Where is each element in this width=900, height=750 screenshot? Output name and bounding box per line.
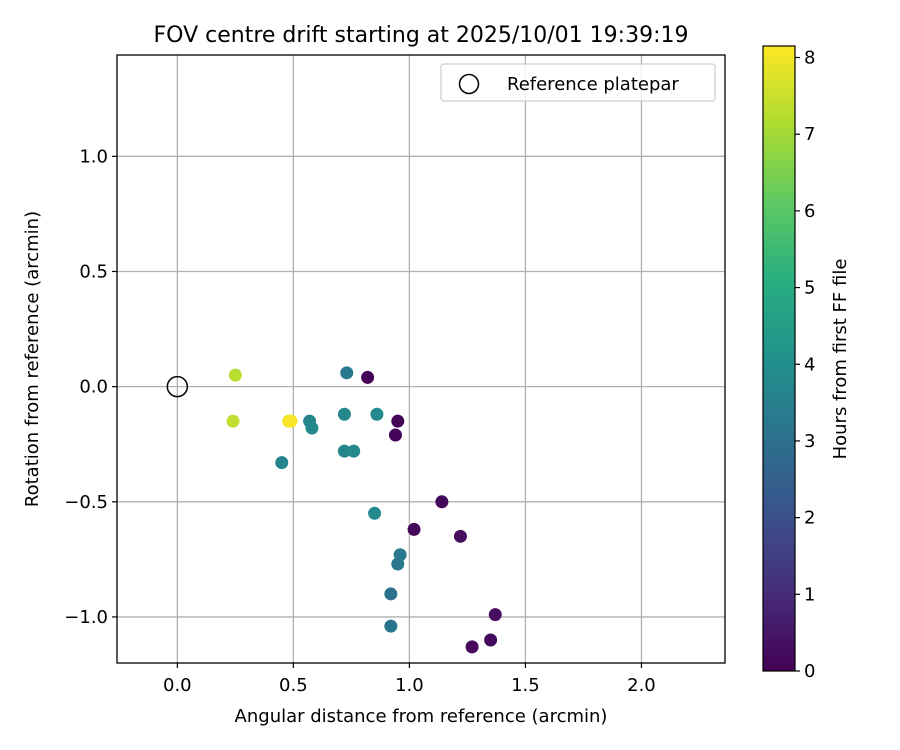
y-tick-label: 0.5: [79, 261, 108, 282]
scatter-point: [391, 557, 405, 571]
colorbar-tick-label: 0: [804, 661, 815, 682]
scatter-point: [407, 522, 421, 536]
colorbar-tick-label: 3: [804, 431, 815, 452]
legend-label-reference: Reference platepar: [507, 74, 679, 95]
y-tick-label: −1.0: [64, 607, 108, 628]
colorbar-tick-label: 7: [804, 124, 815, 145]
plot-frame: [116, 54, 726, 664]
scatter-point: [484, 633, 498, 647]
legend-marker-reference: [458, 73, 480, 95]
scatter-point: [337, 444, 351, 458]
scatter-point: [275, 456, 289, 470]
scatter-point: [391, 414, 405, 428]
colorbar-tick-label: 6: [804, 201, 815, 222]
scatter-point: [305, 421, 319, 435]
colorbar-ticks: 0 1 2 3 4 5 6 7 8: [795, 48, 815, 682]
legend-box: [440, 63, 716, 102]
y-tick-label: 1.0: [79, 146, 108, 167]
scatter-point: [370, 407, 384, 421]
x-axis-label: Angular distance from reference (arcmin): [235, 706, 608, 727]
scatter-point: [226, 414, 240, 428]
colorbar-tick-label: 2: [804, 508, 815, 529]
x-tick-label: 2.0: [627, 675, 656, 696]
colorbar: [762, 45, 796, 672]
y-tick-label: −0.5: [64, 492, 108, 513]
reference-platepar-marker: [166, 375, 189, 398]
scatter-point: [488, 608, 502, 622]
colorbar-tick-label: 4: [804, 354, 815, 375]
scatter-point: [228, 368, 242, 382]
scatter-point: [340, 366, 354, 380]
x-axis-ticks: 0.0 0.5 1.0 1.5 2.0: [163, 663, 656, 696]
y-axis-label: Rotation from reference (arcmin): [22, 211, 43, 507]
data-points: [166, 366, 502, 654]
x-tick-label: 0.0: [163, 675, 192, 696]
scatter-point: [361, 370, 375, 384]
scatter-point: [384, 587, 398, 601]
scatter-point: [347, 444, 361, 458]
x-tick-label: 1.5: [511, 675, 540, 696]
colorbar-tick-label: 1: [804, 584, 815, 605]
colorbar-tick-label: 5: [804, 278, 815, 299]
y-tick-label: 0.0: [79, 377, 108, 398]
chart-title: FOV centre drift starting at 2025/10/01 …: [154, 23, 689, 48]
scatter-point: [368, 506, 382, 520]
x-tick-label: 1.0: [395, 675, 424, 696]
y-axis-ticks: −1.0 −0.5 0.0 0.5 1.0: [64, 146, 117, 628]
scatter-point: [465, 640, 479, 654]
scatter-point: [435, 495, 449, 509]
legend: Reference platepar: [440, 63, 716, 102]
scatter-point: [388, 428, 402, 442]
scatter-point: [384, 619, 398, 633]
scatter-point: [453, 529, 467, 543]
x-tick-label: 0.5: [279, 675, 308, 696]
scatter-point: [284, 414, 298, 428]
scatter-point: [337, 407, 351, 421]
colorbar-tick-label: 8: [804, 48, 815, 69]
grid-lines: [117, 55, 725, 663]
colorbar-label: Hours from first FF file: [830, 259, 851, 460]
